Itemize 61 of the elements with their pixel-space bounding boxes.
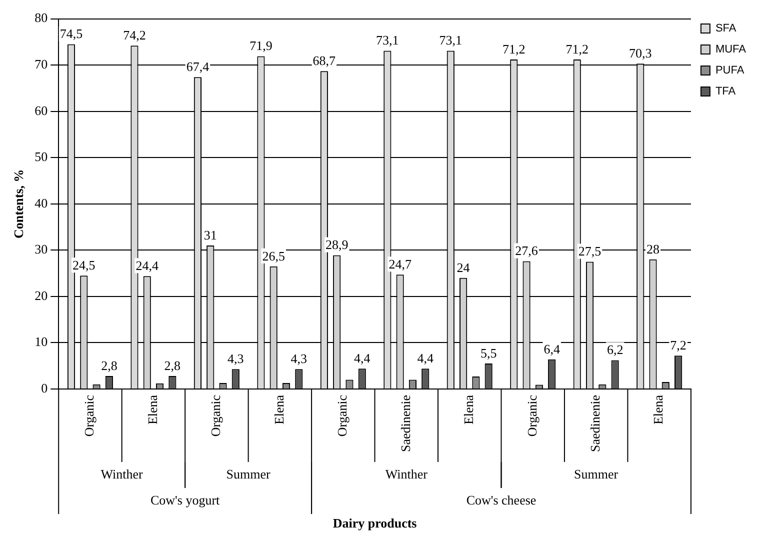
legend-label: SFA: [715, 22, 737, 35]
data-label: 73,1: [376, 32, 399, 48]
legend-label: TFA: [715, 86, 736, 98]
x-tick-label: Organic: [208, 394, 224, 437]
data-label: 6,2: [606, 342, 624, 358]
data-label: 27,5: [578, 244, 602, 259]
data-label: 4,4: [354, 350, 371, 366]
data-label: 4,4: [417, 350, 434, 366]
x-tick-label: Organic: [334, 394, 350, 437]
data-label: 26,5: [262, 248, 285, 264]
data-label: 70,3: [628, 46, 652, 61]
text: Summer: [574, 466, 619, 482]
text: Cow's yogurt: [150, 492, 220, 508]
y-tick-label: 0: [41, 380, 48, 396]
y-tick-label: 50: [34, 149, 48, 164]
data-label: 71,2: [502, 41, 526, 56]
data-label: 71,2: [566, 41, 588, 56]
data-label: 68,7: [312, 53, 336, 68]
data-label: 28: [646, 241, 660, 256]
text: Summer: [226, 466, 271, 482]
y-tick-label: 80: [34, 10, 48, 26]
data-label: 71,9: [250, 38, 272, 54]
y-axis-title: Contents, %: [11, 169, 26, 239]
x-tick-label: Organic: [524, 394, 540, 437]
legend-label: MUFA: [715, 44, 747, 56]
data-label: 24,4: [136, 258, 160, 273]
x-tick-label: Elena: [144, 394, 160, 425]
data-label: 31: [204, 227, 217, 242]
data-label: 27,6: [515, 243, 538, 258]
y-tick-label: 60: [34, 102, 48, 118]
text: Winther: [100, 466, 144, 482]
x-tick-label: Elena: [650, 394, 666, 425]
data-label: 24,7: [388, 256, 412, 272]
data-label: 2,8: [164, 358, 181, 373]
data-label: 24: [456, 260, 470, 275]
data-label: 2,8: [101, 358, 118, 373]
data-label: 28,9: [325, 237, 348, 252]
data-label: 24,5: [72, 258, 96, 273]
data-label: 74,5: [60, 26, 83, 42]
y-tick-label: 10: [34, 334, 48, 350]
y-tick-label: 20: [34, 288, 48, 303]
x-tick-label: Elena: [271, 394, 286, 425]
x-tick-label: Saedinenie: [398, 394, 413, 452]
x-tick-label: Elena: [461, 394, 476, 425]
data-label: 7,2: [670, 338, 686, 353]
x-tick-label: Organic: [82, 394, 97, 437]
data-label: 73,1: [439, 32, 462, 48]
x-axis-title: Dairy products: [332, 515, 417, 530]
y-tick-label: 30: [34, 242, 48, 257]
data-label: 4,3: [290, 350, 308, 366]
text: Winther: [385, 466, 428, 482]
data-label: 74,2: [123, 28, 146, 43]
text: Cow's cheese: [466, 492, 536, 508]
x-tick-label: Saedinenie: [588, 394, 603, 452]
data-label: 6,4: [544, 341, 560, 356]
data-label: 4,3: [228, 350, 244, 366]
y-tick-label: 70: [34, 56, 48, 72]
legend-label: PUFA: [715, 64, 745, 77]
y-tick-label: 40: [34, 195, 48, 210]
data-label: 67,4: [186, 59, 210, 74]
data-label: 5,5: [480, 345, 497, 360]
